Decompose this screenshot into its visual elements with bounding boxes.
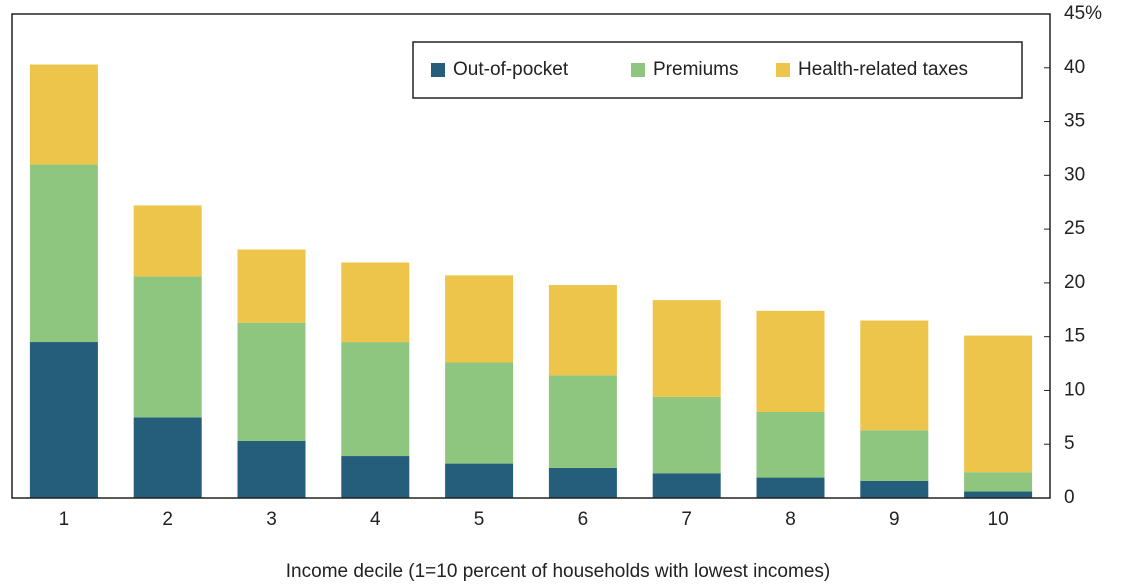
y-tick-label: 25 xyxy=(1064,218,1085,239)
bar-segment xyxy=(237,249,306,323)
bar-segment xyxy=(860,320,929,431)
bar-segment xyxy=(964,491,1033,498)
y-tick-label: 40 xyxy=(1064,57,1085,78)
x-tick-label: 8 xyxy=(785,509,796,530)
legend-box xyxy=(412,41,1023,99)
x-axis-label: Income decile (1=10 percent of household… xyxy=(286,561,830,582)
legend-swatch xyxy=(431,63,445,77)
bar-segment xyxy=(341,456,410,498)
legend-label: Health-related taxes xyxy=(798,59,968,80)
x-tick-label: 10 xyxy=(988,509,1009,530)
y-tick-label: 30 xyxy=(1064,164,1085,185)
bar-segment xyxy=(29,164,98,343)
bar-segment xyxy=(133,417,202,498)
x-tick-label: 6 xyxy=(578,509,589,530)
legend-swatch xyxy=(776,63,790,77)
bar-segment xyxy=(29,64,98,165)
legend-swatch xyxy=(631,63,645,77)
y-tick-label: 35 xyxy=(1064,111,1085,132)
y-tick-label: 5 xyxy=(1064,433,1075,454)
bar-segment xyxy=(652,473,721,498)
bar-segment xyxy=(964,335,1033,473)
x-tick-label: 7 xyxy=(681,509,692,530)
legend-label: Premiums xyxy=(653,59,739,80)
bar-segment xyxy=(29,342,98,498)
bar-segment xyxy=(860,480,929,498)
y-tick-label: 20 xyxy=(1064,272,1085,293)
bar-segment xyxy=(341,342,410,457)
x-tick-label: 9 xyxy=(889,509,900,530)
x-tick-label: 4 xyxy=(370,509,381,530)
bar-segment xyxy=(341,262,410,343)
x-tick-label: 3 xyxy=(266,509,277,530)
y-tick-label: 10 xyxy=(1064,379,1085,400)
y-tick-label: 0 xyxy=(1064,487,1075,508)
plot-frame xyxy=(11,13,1051,499)
x-tick-label: 2 xyxy=(162,509,173,530)
bar-segment xyxy=(237,440,306,498)
bar-segment xyxy=(133,276,202,418)
x-tick-label: 5 xyxy=(474,509,485,530)
bar-segment xyxy=(548,375,617,468)
bar-segment xyxy=(548,467,617,498)
bar-segment xyxy=(964,472,1033,492)
x-tick-label: 1 xyxy=(59,509,70,530)
bar-segment xyxy=(756,411,825,478)
y-tick-label: 15 xyxy=(1064,326,1085,347)
bar-segment xyxy=(445,362,514,464)
bar-segment xyxy=(652,396,721,474)
bar-segment xyxy=(756,310,825,412)
y-tick-label: 45% xyxy=(1064,3,1102,24)
bar-segment xyxy=(237,322,306,441)
bar-segment xyxy=(445,463,514,498)
bar-segment xyxy=(445,275,514,363)
bar-segment xyxy=(652,300,721,397)
bar-segment xyxy=(756,477,825,498)
legend-label: Out-of-pocket xyxy=(453,59,569,80)
bar-segment xyxy=(860,430,929,481)
bar-segment xyxy=(133,205,202,277)
bar-segment xyxy=(548,285,617,376)
